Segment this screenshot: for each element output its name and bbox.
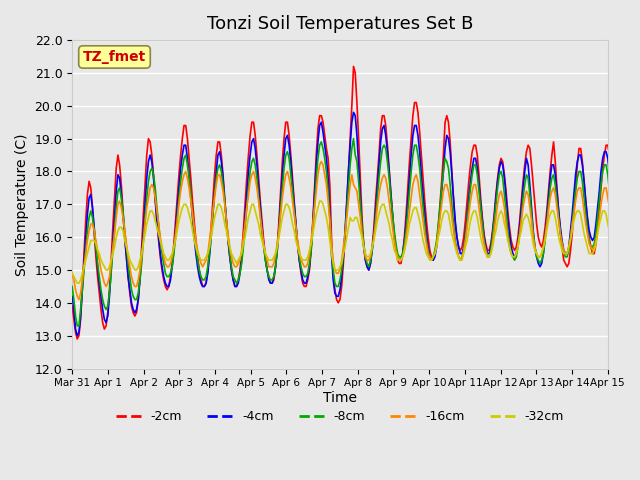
Y-axis label: Soil Temperature (C): Soil Temperature (C) [15,133,29,276]
Title: Tonzi Soil Temperatures Set B: Tonzi Soil Temperatures Set B [207,15,473,33]
X-axis label: Time: Time [323,391,357,405]
Legend: -2cm, -4cm, -8cm, -16cm, -32cm: -2cm, -4cm, -8cm, -16cm, -32cm [111,405,569,428]
Text: TZ_fmet: TZ_fmet [83,50,146,64]
